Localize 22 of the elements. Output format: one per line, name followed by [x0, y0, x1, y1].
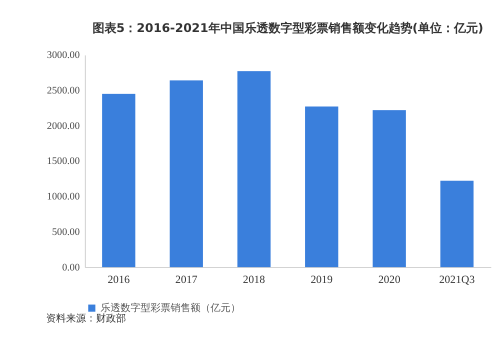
bar [170, 80, 203, 268]
x-tick-label: 2021Q3 [439, 274, 476, 286]
y-tick-label: 0.00 [62, 262, 80, 274]
bar [440, 180, 474, 268]
y-tick-label: 3000.00 [46, 50, 80, 62]
bar [305, 106, 338, 268]
y-tick-label: 2500.00 [46, 86, 80, 97]
y-tick-label: 1500.00 [46, 156, 80, 168]
x-tick-label: 2018 [242, 274, 266, 286]
x-tick-label: 2020 [378, 274, 401, 286]
y-tick-label: 1000.00 [46, 192, 80, 203]
y-tick-label: 2000.00 [46, 120, 80, 132]
bar [372, 110, 406, 268]
legend-label: 乐透数字型彩票销售额（亿元） [100, 302, 241, 314]
x-tick-label: 2017 [175, 274, 198, 286]
chart-title: 图表5：2016-2021年中国乐透数字型彩票销售额变化趋势(单位：亿元) [92, 20, 484, 35]
bar [237, 71, 271, 268]
x-tick-label: 2016 [108, 274, 130, 286]
text: 资料来源：财政部 [46, 312, 126, 325]
bar [102, 94, 136, 268]
y-tick-label: 500.00 [52, 226, 80, 238]
x-tick-label: 2019 [310, 274, 334, 286]
